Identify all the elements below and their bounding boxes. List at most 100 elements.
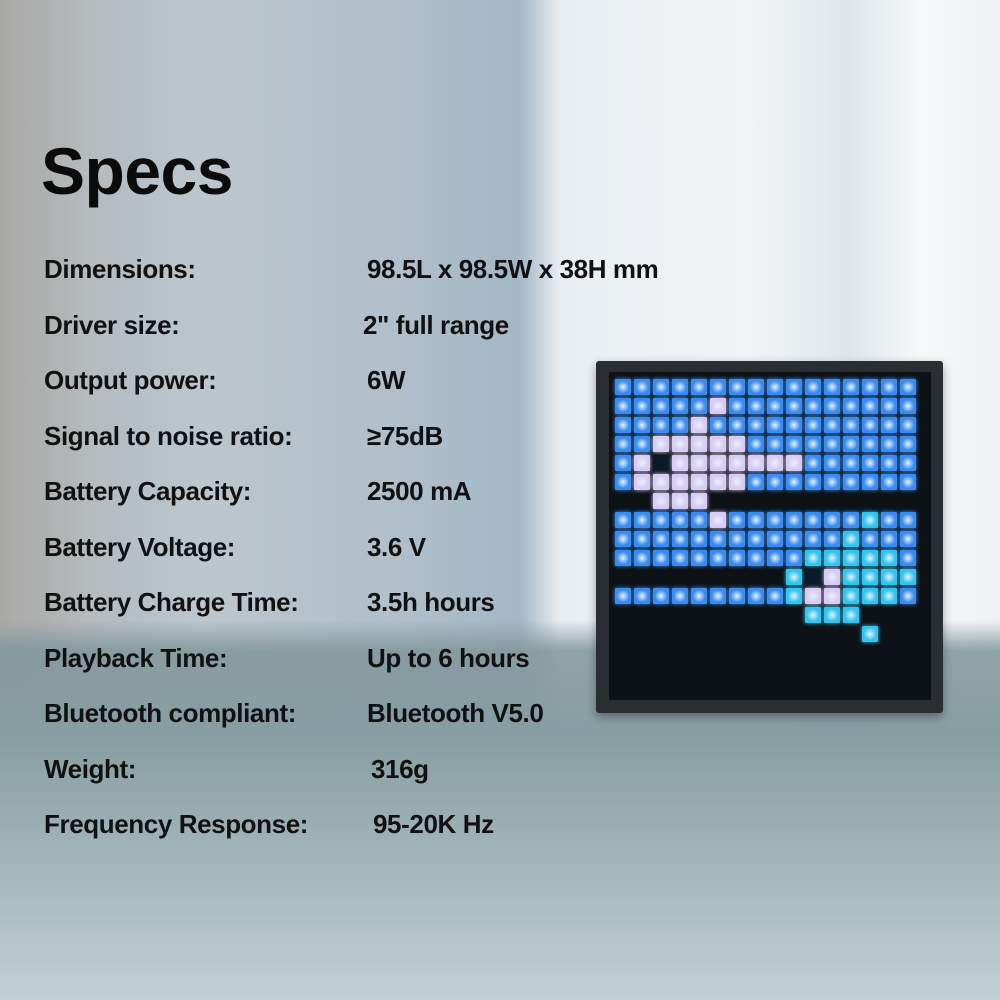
- led-pixel: [843, 531, 859, 547]
- led-pixel: [710, 531, 726, 547]
- led-pixel: [729, 436, 745, 452]
- led-pixel: [824, 379, 840, 395]
- led-pixel: [748, 398, 764, 414]
- led-pixel: [672, 550, 688, 566]
- led-pixel: [881, 455, 897, 471]
- led-pixel: [881, 379, 897, 395]
- led-pixel: [767, 379, 783, 395]
- led-pixel: [786, 531, 802, 547]
- led-pixel: [843, 512, 859, 528]
- led-pixel: [900, 455, 916, 471]
- led-pixel: [672, 455, 688, 471]
- led-pixel: [653, 531, 669, 547]
- led-pixel: [691, 398, 707, 414]
- led-pixel: [881, 531, 897, 547]
- led-pixel: [691, 417, 707, 433]
- spec-row: Bluetooth compliant: Bluetooth V5.0: [44, 697, 544, 729]
- led-pixel: [900, 398, 916, 414]
- led-pixel: [653, 493, 669, 509]
- led-pixel: [767, 417, 783, 433]
- led-pixel: [672, 417, 688, 433]
- led-pixel: [767, 531, 783, 547]
- led-pixel: [748, 379, 764, 395]
- spec-row: Battery Charge Time: 3.5h hours: [44, 586, 495, 618]
- led-pixel: [824, 550, 840, 566]
- led-pixel: [843, 607, 859, 623]
- led-pixel: [672, 512, 688, 528]
- led-pixel: [824, 474, 840, 490]
- led-pixel: [653, 417, 669, 433]
- led-pixel: [824, 531, 840, 547]
- led-pixel: [748, 512, 764, 528]
- led-pixel: [653, 398, 669, 414]
- led-pixel: [710, 455, 726, 471]
- led-pixel: [729, 398, 745, 414]
- led-pixel: [729, 455, 745, 471]
- led-pixel: [805, 569, 821, 585]
- spec-value: 3.6 V: [367, 531, 426, 562]
- led-pixel: [653, 379, 669, 395]
- led-pixel: [748, 436, 764, 452]
- led-pixel: [824, 436, 840, 452]
- spec-label: Driver size:: [44, 309, 180, 340]
- led-pixel: [634, 398, 650, 414]
- led-pixel: [615, 550, 631, 566]
- led-pixel: [615, 417, 631, 433]
- led-pixel: [748, 455, 764, 471]
- led-pixel: [900, 569, 916, 585]
- led-pixel: [862, 626, 878, 642]
- led-pixel: [748, 531, 764, 547]
- led-pixel: [672, 531, 688, 547]
- led-pixel: [805, 417, 821, 433]
- spec-label: Signal to noise ratio:: [44, 420, 293, 451]
- led-pixel: [881, 474, 897, 490]
- led-pixel: [767, 550, 783, 566]
- led-pixel: [615, 436, 631, 452]
- led-pixel: [634, 588, 650, 604]
- led-pixel: [824, 512, 840, 528]
- led-pixel: [786, 417, 802, 433]
- led-pixel: [729, 474, 745, 490]
- led-pixel: [615, 379, 631, 395]
- led-pixel: [672, 493, 688, 509]
- led-pixel: [843, 398, 859, 414]
- spec-value: Up to 6 hours: [367, 642, 530, 673]
- led-pixel: [691, 455, 707, 471]
- led-pixel: [843, 379, 859, 395]
- led-pixel: [691, 512, 707, 528]
- led-pixel: [710, 588, 726, 604]
- led-pixel: [881, 417, 897, 433]
- led-pixel: [824, 607, 840, 623]
- spec-row: Frequency Response: 95-20K Hz: [44, 808, 494, 840]
- led-pixel: [881, 550, 897, 566]
- led-pixel: [615, 455, 631, 471]
- led-pixel: [691, 493, 707, 509]
- led-pixel: [767, 512, 783, 528]
- led-pixel: [748, 588, 764, 604]
- led-pixel: [900, 588, 916, 604]
- spec-row: Playback Time: Up to 6 hours: [44, 642, 530, 674]
- led-pixel: [729, 531, 745, 547]
- spec-label: Output power:: [44, 365, 217, 395]
- led-pixel: [767, 398, 783, 414]
- led-pixel: [843, 436, 859, 452]
- led-pixel: [843, 455, 859, 471]
- spec-row: Output power: 6W: [44, 364, 406, 396]
- led-pixel: [729, 550, 745, 566]
- led-pixel: [900, 550, 916, 566]
- led-pixel: [900, 474, 916, 490]
- led-pixel: [653, 550, 669, 566]
- led-pixel: [729, 512, 745, 528]
- led-pixel: [710, 379, 726, 395]
- led-pixel: [824, 417, 840, 433]
- led-pixel: [824, 455, 840, 471]
- page-title: Specs: [41, 134, 233, 208]
- spec-label: Battery Voltage:: [44, 531, 236, 562]
- led-pixel: [786, 588, 802, 604]
- spec-value: 316g: [371, 753, 429, 784]
- led-pixel: [786, 455, 802, 471]
- spec-label: Battery Charge Time:: [44, 587, 299, 617]
- led-pixel: [729, 379, 745, 395]
- spec-row: Battery Capacity: 2500 mA: [44, 475, 472, 507]
- led-pixel: [672, 436, 688, 452]
